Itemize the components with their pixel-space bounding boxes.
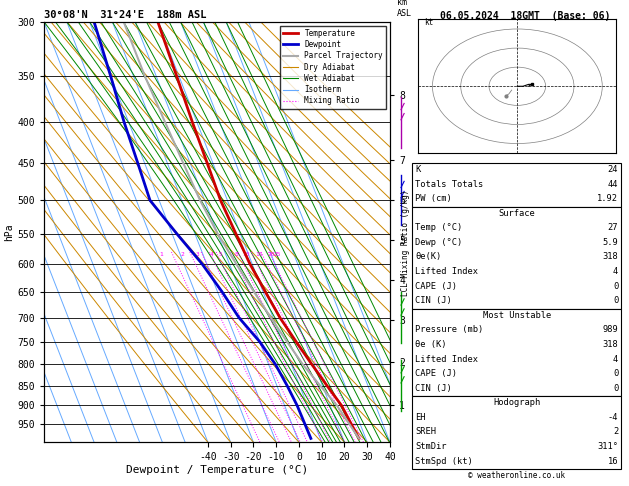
Text: 25: 25 (274, 252, 281, 257)
Text: 10: 10 (242, 252, 250, 257)
Text: 0: 0 (613, 383, 618, 393)
Text: K: K (415, 165, 420, 174)
Text: 0: 0 (613, 369, 618, 378)
Text: 4: 4 (210, 252, 213, 257)
Text: CAPE (J): CAPE (J) (415, 281, 457, 291)
Text: Pressure (mb): Pressure (mb) (415, 326, 484, 334)
Text: Lifted Index: Lifted Index (415, 354, 478, 364)
Text: StmDir: StmDir (415, 442, 447, 451)
Text: 318: 318 (603, 252, 618, 261)
Text: -4: -4 (608, 413, 618, 422)
Text: CAPE (J): CAPE (J) (415, 369, 457, 378)
Text: EH: EH (415, 413, 426, 422)
Text: 5: 5 (219, 252, 223, 257)
Text: 4: 4 (613, 354, 618, 364)
Text: 27: 27 (608, 224, 618, 232)
Text: PW (cm): PW (cm) (415, 194, 452, 203)
Text: Totals Totals: Totals Totals (415, 179, 484, 189)
Text: Most Unstable: Most Unstable (482, 311, 551, 320)
Text: 0: 0 (613, 281, 618, 291)
Text: 16: 16 (608, 456, 618, 466)
Text: StmSpd (kt): StmSpd (kt) (415, 456, 473, 466)
Text: 2: 2 (180, 252, 184, 257)
Text: 15: 15 (256, 252, 263, 257)
X-axis label: Dewpoint / Temperature (°C): Dewpoint / Temperature (°C) (126, 465, 308, 475)
Legend: Temperature, Dewpoint, Parcel Trajectory, Dry Adiabat, Wet Adiabat, Isotherm, Mi: Temperature, Dewpoint, Parcel Trajectory… (280, 26, 386, 108)
Text: 4: 4 (613, 267, 618, 276)
Text: Temp (°C): Temp (°C) (415, 224, 462, 232)
Text: Hodograph: Hodograph (493, 398, 540, 407)
Text: 06.05.2024  18GMT  (Base: 06): 06.05.2024 18GMT (Base: 06) (440, 11, 610, 21)
Text: Dewp (°C): Dewp (°C) (415, 238, 462, 247)
Text: 30°08'N  31°24'E  188m ASL: 30°08'N 31°24'E 188m ASL (44, 10, 206, 20)
Text: 1.92: 1.92 (598, 194, 618, 203)
Text: θe (K): θe (K) (415, 340, 447, 349)
Text: km
ASL: km ASL (397, 0, 412, 17)
Text: LCL Mixing Ratio (g/kg): LCL Mixing Ratio (g/kg) (401, 190, 410, 296)
Text: SREH: SREH (415, 428, 436, 436)
Text: 311°: 311° (598, 442, 618, 451)
Text: 8: 8 (235, 252, 238, 257)
Text: 5.9: 5.9 (603, 238, 618, 247)
Text: 1: 1 (160, 252, 164, 257)
Text: Surface: Surface (498, 208, 535, 218)
Text: θe(K): θe(K) (415, 252, 442, 261)
Text: 24: 24 (608, 165, 618, 174)
Text: 318: 318 (603, 340, 618, 349)
Text: kt: kt (424, 18, 433, 27)
Text: 989: 989 (603, 326, 618, 334)
Text: CIN (J): CIN (J) (415, 383, 452, 393)
Text: 44: 44 (608, 179, 618, 189)
Text: © weatheronline.co.uk: © weatheronline.co.uk (469, 471, 565, 480)
Text: 20: 20 (267, 252, 275, 257)
Text: 0: 0 (613, 296, 618, 305)
Y-axis label: hPa: hPa (4, 223, 14, 241)
Text: 3: 3 (196, 252, 200, 257)
Text: 2: 2 (613, 428, 618, 436)
Text: CIN (J): CIN (J) (415, 296, 452, 305)
Text: Lifted Index: Lifted Index (415, 267, 478, 276)
